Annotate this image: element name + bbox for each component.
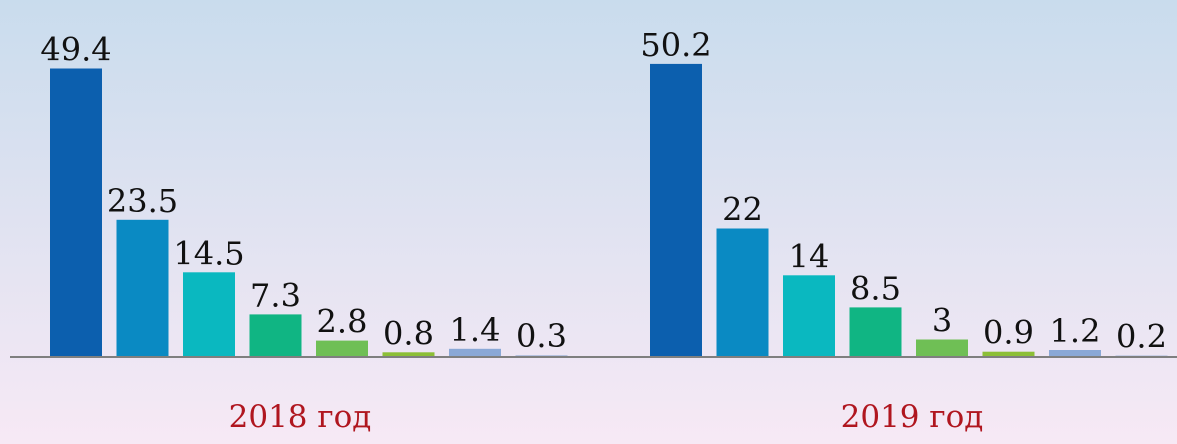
group-labels-layer: 2018 год 2019 год: [229, 399, 984, 435]
value-label-2-3: 14: [789, 237, 830, 275]
bar-1-7: [449, 348, 501, 357]
bar-2-5: [916, 339, 968, 357]
value-label-2-2: 22: [722, 191, 763, 229]
bar-1-4: [249, 314, 302, 357]
value-label-2-5: 3: [932, 302, 952, 340]
bar-1-5: [316, 340, 368, 357]
bars-layer: [50, 63, 1168, 358]
bar-2-2: [716, 228, 769, 357]
bar-1-6: [382, 352, 435, 357]
bar-2-3: [783, 275, 835, 358]
value-label-1-3: 14.5: [173, 234, 244, 272]
value-label-2-1: 50.2: [640, 26, 711, 64]
value-label-2-8: 0.2: [1116, 318, 1167, 356]
bar-1-1: [50, 68, 102, 357]
bar-1-2: [116, 219, 169, 357]
bar-1-3: [183, 272, 235, 357]
value-label-1-1: 49.4: [40, 31, 111, 69]
group-label-2: 2019 год: [841, 399, 984, 435]
value-label-2-6: 0.9: [983, 314, 1034, 352]
value-label-1-6: 0.8: [383, 314, 434, 352]
value-label-1-8: 0.3: [516, 317, 567, 355]
value-label-2-7: 1.2: [1050, 312, 1101, 350]
bar-2-6: [982, 351, 1035, 357]
value-label-1-5: 2.8: [317, 303, 368, 341]
value-label-1-7: 1.4: [450, 311, 501, 349]
group-label-1: 2018 год: [229, 399, 372, 435]
value-label-2-4: 8.5: [850, 269, 901, 307]
bar-2-4: [849, 307, 902, 357]
bar-2-7: [1049, 350, 1101, 357]
bar-2-1: [650, 63, 702, 358]
value-label-1-4: 7.3: [250, 276, 301, 314]
value-label-1-2: 23.5: [107, 182, 178, 220]
